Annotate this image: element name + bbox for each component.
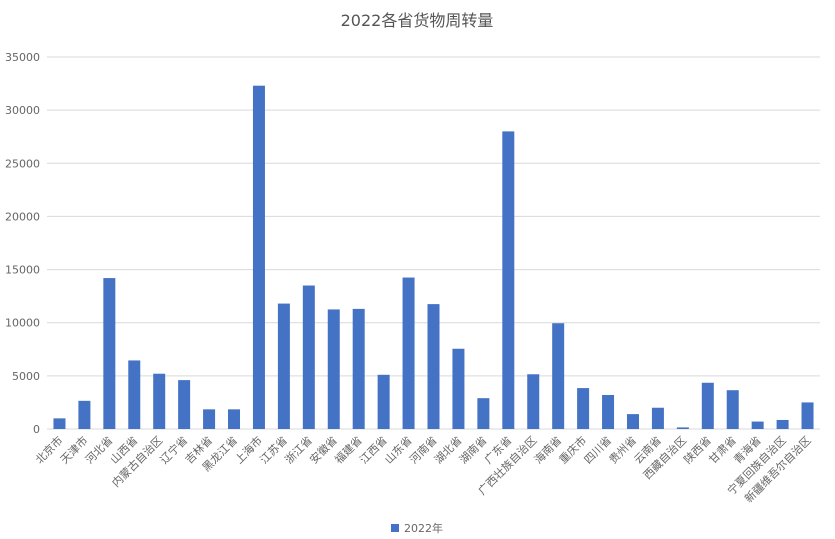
x-tick-label: 陕西省 [681, 433, 714, 466]
bar[interactable] [377, 374, 390, 429]
bar[interactable] [103, 278, 116, 429]
bar[interactable] [327, 309, 340, 429]
bar[interactable] [128, 360, 141, 429]
x-tick-label: 河北省 [83, 434, 116, 467]
y-tick-label: 15000 [5, 264, 40, 277]
bar[interactable] [801, 402, 814, 429]
x-tick-label: 江西省 [357, 434, 390, 467]
x-axis: 北京市天津市河北省山西省内蒙古自治区辽宁省吉林省黑龙江省上海市江苏省浙江省安徽省… [32, 433, 813, 505]
x-tick-label: 福建省 [332, 433, 365, 466]
x-tick-label: 浙江省 [282, 434, 315, 467]
bar[interactable] [552, 323, 565, 429]
x-tick-label: 辽宁省 [157, 433, 190, 466]
bar[interactable] [277, 303, 290, 429]
y-tick-label: 5000 [12, 370, 40, 383]
bar[interactable] [427, 304, 440, 429]
bar[interactable] [452, 348, 465, 429]
x-tick-label: 河南省 [407, 434, 440, 467]
bars [53, 85, 814, 429]
bar[interactable] [352, 308, 365, 429]
bar[interactable] [502, 131, 515, 429]
y-tick-label: 30000 [5, 104, 40, 117]
x-tick-label: 四川省 [582, 434, 615, 467]
bar[interactable] [53, 418, 66, 429]
bar[interactable] [252, 85, 265, 429]
y-tick-label: 10000 [5, 317, 40, 330]
x-tick-label: 海南省 [531, 433, 564, 466]
bar[interactable] [402, 277, 415, 429]
x-tick-label: 上海市 [232, 433, 265, 466]
bar[interactable] [602, 394, 615, 429]
bar[interactable] [726, 390, 739, 429]
x-tick-label: 湖南省 [457, 434, 490, 467]
legend[interactable]: 2022年 [391, 521, 443, 535]
x-tick-label: 天津市 [57, 433, 90, 466]
bar[interactable] [701, 382, 714, 429]
x-tick-label: 贵州省 [607, 434, 640, 467]
bar[interactable] [626, 414, 639, 429]
bar[interactable] [751, 421, 764, 429]
y-axis: 0 5000 10000 15000 20000 25000 30000 35000 [5, 51, 40, 436]
bar[interactable] [203, 409, 216, 429]
y-tick-label: 35000 [5, 51, 40, 64]
x-tick-label: 江苏省 [257, 434, 290, 467]
bar[interactable] [527, 374, 540, 429]
y-tick-label: 0 [33, 423, 40, 436]
x-tick-label: 北京市 [32, 433, 65, 466]
x-tick-label: 重庆市 [556, 433, 589, 466]
bar[interactable] [577, 388, 590, 429]
x-tick-label: 安徽省 [307, 433, 340, 466]
bar[interactable] [676, 427, 689, 429]
bar[interactable] [178, 380, 191, 429]
legend-swatch [391, 524, 399, 532]
bar[interactable] [302, 285, 315, 429]
x-tick-label: 湖北省 [432, 434, 465, 467]
bar[interactable] [153, 373, 166, 429]
y-tick-label: 25000 [5, 157, 40, 170]
chart-title: 2022各省货物周转量 [341, 11, 494, 30]
bar[interactable] [477, 398, 490, 429]
legend-label: 2022年 [404, 521, 443, 535]
x-tick-label: 山东省 [382, 434, 415, 467]
x-tick-label: 甘肃省 [706, 434, 739, 467]
bar[interactable] [78, 400, 91, 429]
bar[interactable] [776, 419, 789, 429]
y-tick-label: 20000 [5, 210, 40, 223]
bar[interactable] [228, 409, 241, 429]
bar[interactable] [651, 407, 664, 429]
